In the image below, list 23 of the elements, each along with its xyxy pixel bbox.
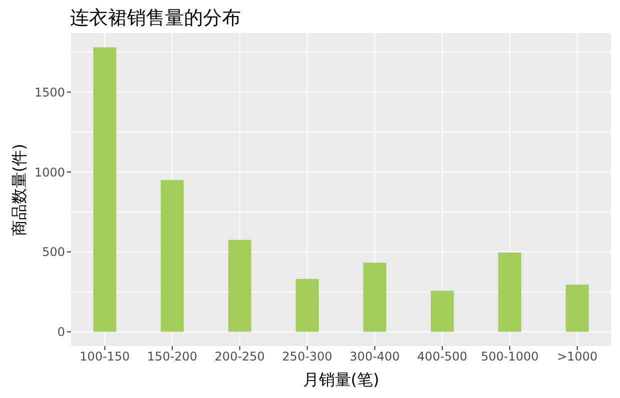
bar [228,240,252,332]
bar [93,47,116,332]
x-tick-label: >1000 [556,350,598,364]
bar [363,262,386,332]
x-tick-label: 300-400 [350,350,400,364]
x-axis-title: 月销量(笔) [302,370,380,391]
y-axis-title: 商品数量(件) [10,143,30,236]
y-tick-label: 500 [42,245,65,260]
bar [430,290,454,332]
bar [160,180,184,332]
chart-title: 连衣裙销售量的分布 [70,6,241,31]
y-tick-label: 1500 [34,85,65,100]
x-tick-label: 250-300 [282,350,332,364]
x-tick-label: 150-200 [147,350,198,364]
bar [498,252,522,332]
x-tick-label: 200-250 [214,350,265,364]
bar [296,279,319,332]
x-tick-label: 100-150 [80,350,130,364]
x-tick-label: 400-500 [417,350,468,364]
x-tick-label: 500-1000 [480,350,539,364]
y-tick-label: 0 [57,325,65,340]
bar [566,284,589,332]
y-tick-label: 1000 [34,165,65,180]
